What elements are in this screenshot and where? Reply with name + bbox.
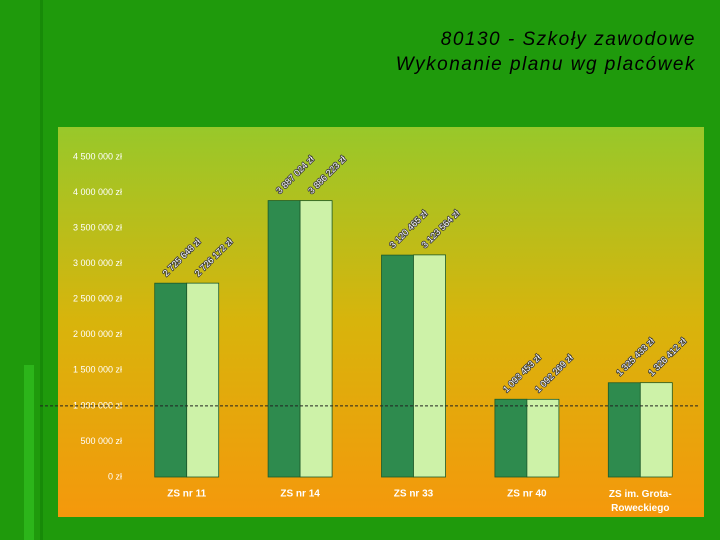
y-tick-label: 0 zł xyxy=(108,471,122,481)
chart-subtitle: Wykonanie planu wg placówek xyxy=(396,54,696,75)
y-tick-label: 2 000 000 zł xyxy=(73,329,122,339)
y-tick-label: 1 000 000 zł xyxy=(73,400,122,410)
bar xyxy=(639,382,673,478)
y-tick-label: 4 500 000 zł xyxy=(73,151,122,161)
y-tick-label: 1 500 000 zł xyxy=(73,365,122,375)
y-tick-label: 3 000 000 zł xyxy=(73,258,122,268)
bar xyxy=(154,282,188,478)
decoration xyxy=(24,365,34,540)
bar xyxy=(413,254,446,478)
x-tick-label: ZS nr 11 xyxy=(167,489,206,500)
y-tick-label: 500 000 zł xyxy=(80,436,122,446)
bar xyxy=(381,254,414,478)
x-tick-label: ZS im. Grota-Roweckiego xyxy=(609,489,672,514)
x-tick-label: ZS nr 14 xyxy=(280,489,320,500)
bar xyxy=(607,382,641,478)
bar xyxy=(526,398,560,478)
bar xyxy=(267,200,301,478)
x-tick-label: ZS nr 40 xyxy=(507,489,547,500)
bar xyxy=(186,282,220,478)
chart-title: 80130 - Szkoły zawodowe xyxy=(441,29,696,50)
x-tick-label: ZS nr 33 xyxy=(394,489,434,500)
y-tick-label: 3 500 000 zł xyxy=(73,222,122,232)
y-tick-label: 2 500 000 zł xyxy=(73,294,122,304)
bar xyxy=(299,200,333,478)
bar xyxy=(494,398,528,478)
y-tick-label: 4 000 000 zł xyxy=(73,187,122,197)
decoration xyxy=(40,0,43,540)
